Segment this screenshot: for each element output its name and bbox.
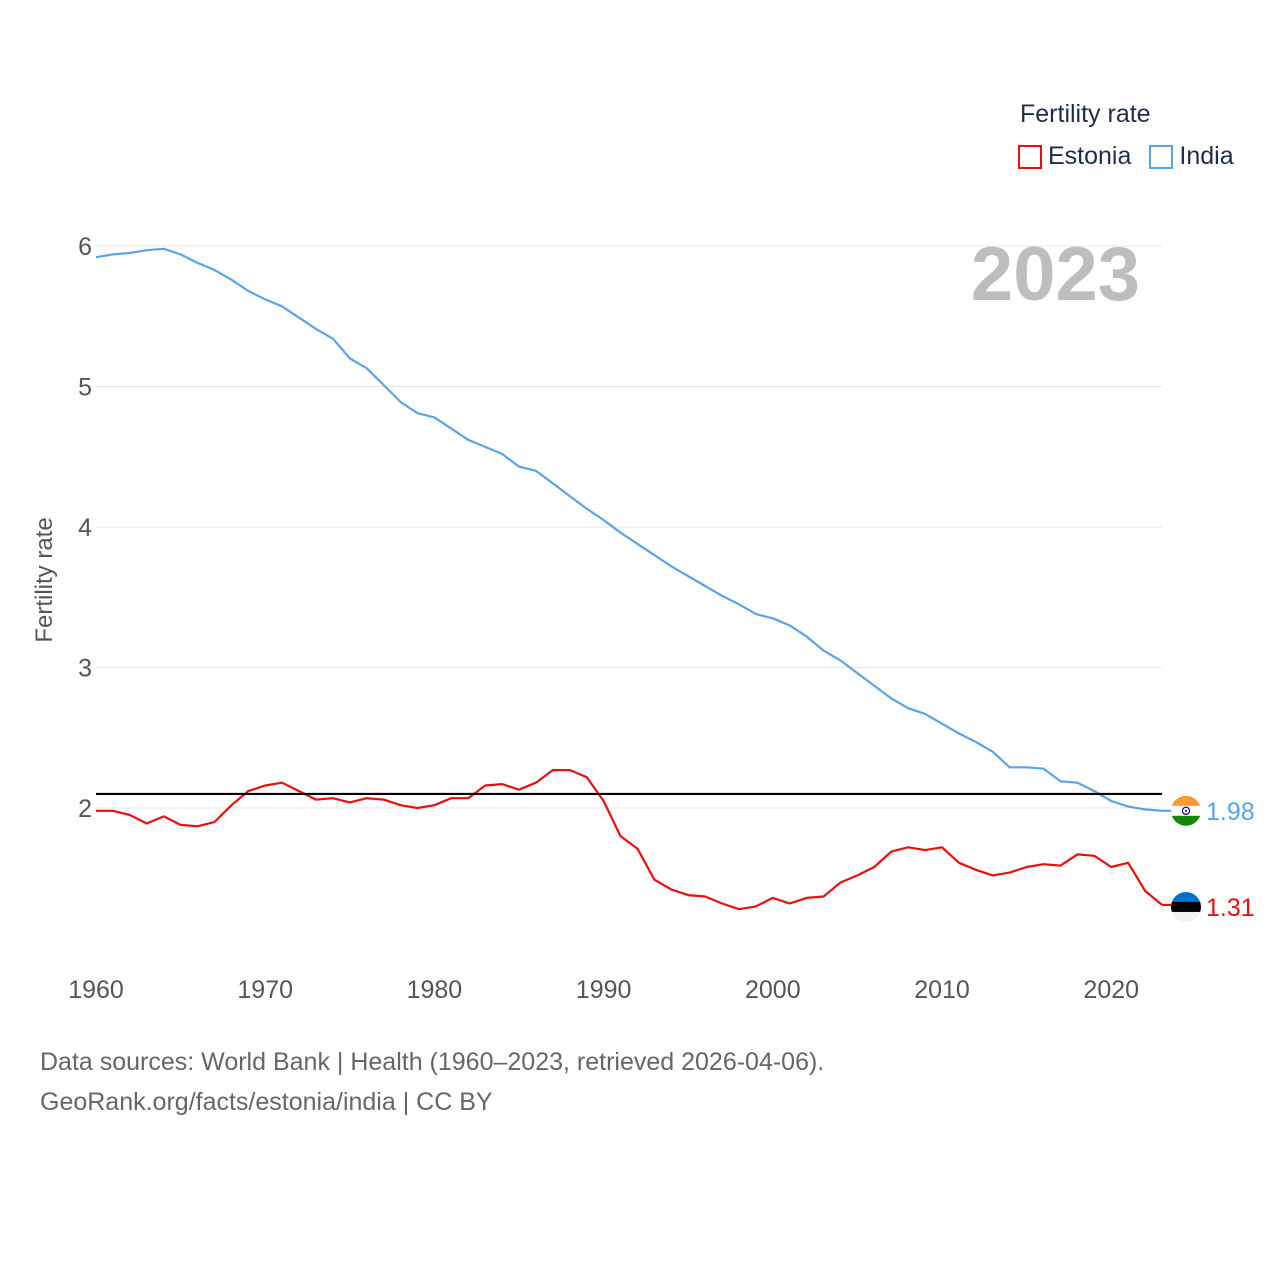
x-tick-label-1980: 1980 — [407, 976, 463, 1004]
legend: Estonia India — [1018, 142, 1234, 171]
data-source-note: Data sources: World Bank | Health (1960–… — [40, 1042, 824, 1122]
series-line-estonia[interactable] — [96, 768, 1163, 911]
y-tick-label-2: 2 — [78, 795, 92, 823]
y-tick-label-5: 5 — [78, 374, 92, 402]
legend-item-estonia[interactable]: Estonia — [1018, 142, 1131, 171]
end-value-estonia: 1.31 — [1206, 894, 1255, 922]
x-tick-label-2000: 2000 — [745, 976, 801, 1004]
end-value-india: 1.98 — [1206, 798, 1255, 826]
grid-lines — [96, 245, 1162, 809]
year-watermark: 2023 — [971, 232, 1140, 317]
x-tick-label-2020: 2020 — [1083, 976, 1139, 1004]
legend-title: Fertility rate — [1020, 100, 1151, 128]
x-tick-label-1960: 1960 — [68, 976, 124, 1004]
y-axis-label: Fertility rate — [31, 517, 58, 642]
y-tick-label-3: 3 — [78, 655, 92, 683]
y-axis-ticks: 2 3 4 5 6 — [78, 233, 92, 823]
end-markers: 1.31 1.98 — [1162, 795, 1255, 922]
x-tick-label-1990: 1990 — [576, 976, 632, 1004]
source-line-2[interactable]: GeoRank.org/facts/estonia/india | CC BY — [40, 1088, 493, 1116]
x-axis-ticks: 1960 1970 1980 1990 2000 2010 2020 — [68, 976, 1139, 1004]
estonia-flag-icon — [1171, 891, 1201, 922]
legend-label-india: India — [1179, 142, 1234, 170]
y-tick-label-6: 6 — [78, 233, 92, 261]
x-tick-label-2010: 2010 — [914, 976, 970, 1004]
legend-swatch-india — [1149, 144, 1174, 169]
source-line-1: Data sources: World Bank | Health (1960–… — [40, 1048, 825, 1076]
series-line-india[interactable] — [95, 247, 1163, 812]
legend-swatch-estonia — [1018, 144, 1042, 169]
legend-item-india[interactable]: India — [1149, 142, 1234, 171]
legend-label-estonia: Estonia — [1048, 142, 1132, 170]
y-tick-label-4: 4 — [78, 514, 92, 542]
series-lines — [95, 247, 1163, 911]
india-flag-icon — [1171, 795, 1201, 826]
x-tick-label-1970: 1970 — [237, 976, 293, 1004]
